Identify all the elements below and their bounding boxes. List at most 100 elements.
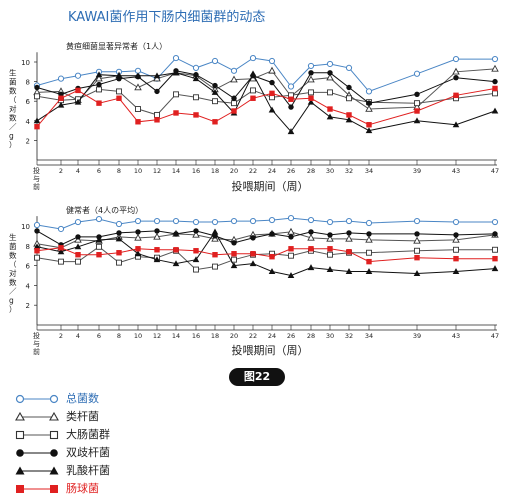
data-point-lacto	[211, 88, 219, 95]
data-point-lacto	[345, 116, 353, 123]
y-tick-label: 8	[26, 79, 30, 87]
x-tick-label: 2	[59, 167, 63, 175]
x-tick-label: 14	[172, 167, 180, 175]
x-tick-label: 12	[153, 332, 161, 340]
data-point-coliform	[173, 91, 179, 98]
series-line-entero	[36, 247, 495, 263]
data-point-coliform	[414, 100, 420, 107]
data-point-total	[211, 57, 219, 65]
data-point-total	[452, 218, 460, 226]
data-point-coliform	[231, 256, 237, 263]
data-point-total	[345, 64, 353, 71]
y-tick-label: 10	[21, 59, 30, 67]
data-point-total	[326, 60, 334, 68]
data-point-coliform	[414, 247, 420, 254]
data-point-entero	[414, 108, 420, 114]
data-point-coliform	[250, 87, 256, 94]
data-point-total	[452, 55, 460, 63]
data-point-total	[74, 218, 82, 226]
x-tick-label: 26	[287, 167, 295, 175]
data-point-total	[57, 75, 65, 82]
x-tick-label: 投与前	[33, 166, 40, 191]
data-point-lacto	[33, 117, 41, 124]
data-point-lacto	[287, 272, 295, 278]
data-point-coliform	[154, 111, 160, 118]
data-point-entero	[453, 92, 459, 99]
data-point-total	[211, 218, 219, 226]
data-point-total	[307, 216, 315, 224]
data-point-coliform	[116, 88, 122, 95]
y-tick-label: 2	[26, 137, 30, 145]
data-point-lacto	[74, 243, 82, 250]
data-point-total	[115, 220, 123, 228]
data-point-coliform	[193, 266, 199, 273]
data-point-bifido	[75, 234, 81, 240]
data-point-bifido	[327, 232, 333, 238]
x-tick-label: 43	[452, 332, 460, 340]
data-point-entero	[116, 95, 122, 101]
data-point-bifido	[308, 229, 314, 235]
x-tick-label: 24	[268, 332, 276, 340]
data-point-coliform	[193, 94, 199, 101]
figure-label: 图22	[229, 368, 285, 386]
data-point-lacto	[115, 72, 123, 79]
data-point-entero	[96, 252, 102, 258]
x-tick-label: 26	[287, 332, 295, 340]
data-point-coliform	[34, 254, 40, 261]
series-bifido	[34, 228, 498, 248]
legend-item-bifido: 双歧杆菌	[14, 444, 254, 462]
data-point-bifido	[231, 240, 237, 246]
x-tick-label: 16	[192, 167, 200, 175]
legend: 总菌数 类杆菌 大肠菌群 双歧杆菌 乳酸杆菌	[14, 390, 254, 498]
y-axis-label: 生菌数（对数／ g）	[9, 232, 17, 314]
series-total	[33, 214, 499, 233]
x-tick-label: 16	[192, 332, 200, 340]
y-tick-label: 10	[21, 223, 30, 231]
data-point-bacteroides	[452, 67, 460, 75]
x-tick-label: 10	[134, 167, 142, 175]
legend-label-entero: 肠球菌	[66, 482, 99, 495]
data-point-entero	[250, 95, 256, 101]
data-point-entero	[34, 123, 40, 130]
data-point-bifido	[96, 81, 102, 88]
data-point-coliform	[366, 249, 372, 256]
data-point-entero	[288, 246, 294, 252]
data-point-bifido	[173, 231, 179, 237]
data-point-lacto	[134, 250, 142, 257]
data-point-bacteroides	[134, 83, 142, 91]
data-point-entero	[346, 112, 352, 118]
x-tick-label: 24	[268, 167, 276, 175]
data-point-lacto	[365, 268, 373, 275]
data-point-total	[491, 218, 499, 226]
data-point-entero	[58, 245, 64, 251]
y-axis-label: 生菌数（对数／ g）	[9, 68, 17, 150]
data-point-bifido	[308, 70, 314, 76]
legend-label-bacteroides: 类杆菌	[66, 410, 99, 423]
data-point-coliform	[96, 86, 102, 93]
x-tick-label: 20	[230, 167, 238, 175]
data-point-total	[153, 217, 161, 225]
series-total	[33, 54, 499, 95]
data-point-total	[287, 83, 295, 90]
data-point-bifido	[269, 231, 275, 237]
data-point-lacto	[268, 106, 276, 113]
data-point-bifido	[231, 95, 237, 101]
legend-symbol-bacteroides	[15, 411, 59, 421]
data-point-bifido	[492, 78, 498, 85]
x-tick-label: 2	[59, 332, 63, 340]
data-point-lacto	[57, 101, 65, 108]
x-tick-label: 14	[172, 332, 180, 340]
data-point-entero	[212, 252, 218, 258]
data-point-total	[307, 62, 315, 70]
data-point-total	[74, 72, 82, 79]
data-point-lacto	[172, 260, 180, 267]
data-point-entero	[154, 247, 160, 253]
data-point-bifido	[116, 230, 122, 236]
data-point-bifido	[250, 235, 256, 241]
data-point-entero	[231, 108, 237, 114]
data-point-lacto	[95, 236, 103, 243]
x-tick-label: 18	[211, 167, 219, 175]
data-point-coliform	[135, 106, 141, 112]
